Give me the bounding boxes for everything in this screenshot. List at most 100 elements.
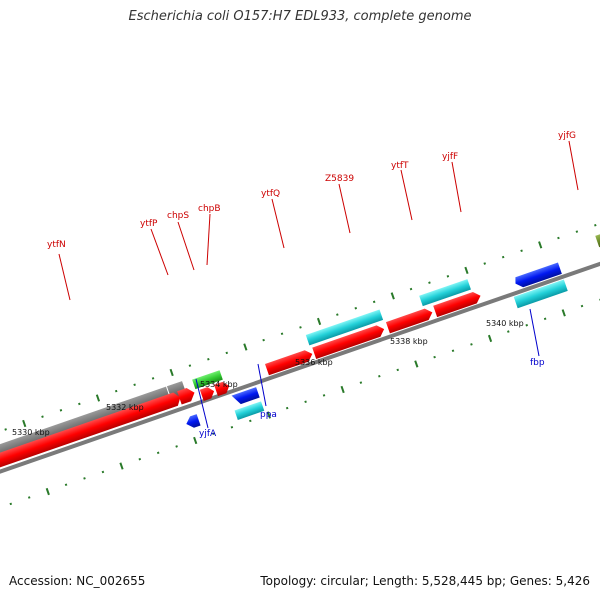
gene-chpS-green: [192, 370, 223, 390]
gene-chpB-arrow: [214, 381, 230, 397]
tick-mark: [9, 502, 13, 506]
gene-label-fbp: fbp: [530, 358, 545, 368]
leader-yjfA: [195, 378, 209, 429]
leader-chpS: [177, 221, 195, 271]
tick-mark: [557, 236, 560, 240]
tick-mark: [543, 317, 547, 321]
kbp-label-5336: 5336 kbp: [295, 358, 333, 367]
tick-mark: [188, 364, 192, 367]
gene-ytfN-arrow: [0, 392, 181, 482]
topology-text: Topology: circular; Length: 5,528,445 bp…: [260, 574, 590, 588]
tick-mark: [78, 402, 81, 406]
gene-label-Z5839: Z5839: [325, 174, 354, 184]
tick-mark: [225, 351, 229, 355]
gene-yjfF-cyan: [419, 279, 471, 307]
tick-mark: [483, 262, 487, 265]
gene-fbp-cyan: [513, 279, 568, 309]
tick-mark: [212, 432, 215, 435]
tick-mark: [580, 304, 584, 308]
gene-ppa-blue: [231, 387, 260, 405]
leader-ytfT: [400, 169, 413, 221]
leader-ytfP: [150, 228, 169, 276]
gene-label-ytfN: ytfN: [47, 240, 66, 250]
gene-label-ytfT: ytfT: [391, 161, 409, 171]
tick-mark: [230, 426, 234, 429]
tick-mark: [64, 483, 68, 486]
tick-mark: [299, 326, 302, 329]
leader-ytfN: [58, 253, 71, 301]
tick-mark: [207, 357, 210, 361]
gene-label-yjfG: yjfG: [558, 131, 576, 141]
gene-Z5839-arrow: [312, 325, 385, 359]
gene-yjfA-arrow: [186, 414, 201, 428]
gene-ppa-cyan: [234, 401, 265, 420]
gene-label-yjfF: yjfF: [442, 152, 458, 162]
tick-mark: [285, 406, 289, 410]
gene-yjfF-arrow: [433, 291, 481, 318]
tick-mark: [451, 349, 455, 352]
gene-label-ytfP: ytfP: [140, 219, 158, 229]
tick-mark: [538, 241, 543, 249]
tick-mark: [280, 332, 284, 336]
tick-mark: [428, 281, 431, 284]
kbp-label-5340: 5340 kbp: [486, 319, 524, 328]
gene-ytfQ-arrow: [265, 350, 313, 376]
leader-ytfQ: [271, 198, 285, 249]
tick-mark: [520, 249, 523, 253]
leader-Z5839: [338, 183, 351, 234]
tick-mark: [336, 313, 339, 316]
tick-mark: [119, 462, 124, 470]
gene-label-ytfQ: ytfQ: [261, 189, 280, 199]
tick-mark: [464, 266, 469, 275]
leader-chpB: [206, 213, 211, 266]
kbp-label-5338: 5338 kbp: [390, 337, 428, 346]
tick-mark: [507, 330, 510, 333]
tick-mark: [4, 428, 7, 431]
tick-mark: [316, 317, 322, 326]
tick-mark: [359, 381, 363, 384]
tick-mark: [243, 343, 248, 351]
tick-mark: [575, 230, 579, 233]
tick-mark: [22, 419, 27, 428]
tick-mark: [169, 368, 174, 377]
kbp-label-5332: 5332 kbp: [106, 403, 144, 412]
genome-backbone: [0, 227, 600, 494]
leader-ppa: [257, 363, 267, 407]
tick-mark: [372, 300, 376, 304]
tick-mark: [390, 292, 395, 300]
tick-mark: [501, 255, 505, 259]
tick-mark: [414, 360, 419, 368]
tick-mark: [175, 445, 178, 448]
tick-mark: [59, 409, 63, 412]
tick-mark: [41, 415, 44, 418]
tick-mark: [446, 275, 450, 278]
tick-mark: [266, 411, 272, 419]
tick-mark: [95, 394, 101, 402]
tick-mark: [133, 383, 136, 387]
gene-ytfT-arrow: [385, 308, 433, 334]
tick-mark: [561, 309, 566, 317]
tick-mark: [138, 457, 142, 461]
tick-mark: [525, 323, 528, 327]
tick-mark: [156, 451, 160, 455]
gene-yjfG-olive: [595, 209, 600, 248]
tick-mark: [262, 338, 265, 342]
kbp-label-5330: 5330 kbp: [12, 428, 50, 437]
tick-mark: [470, 343, 473, 346]
gene-chpS-arrow: [199, 387, 215, 402]
map-title: Escherichia coli O157:H7 EDL933, complet…: [128, 9, 472, 24]
gene-Z5839-cyan: [305, 309, 384, 346]
tick-mark: [340, 385, 345, 394]
gene-label-chpB: chpB: [198, 204, 221, 214]
tick-mark: [27, 496, 31, 499]
tick-mark: [304, 400, 307, 404]
tick-mark: [378, 374, 381, 378]
kbp-label-5334: 5334 kbp: [200, 380, 238, 389]
tick-mark: [83, 477, 86, 480]
tick-mark: [487, 334, 493, 343]
tick-mark: [101, 470, 105, 474]
reverse-tick-row: [9, 298, 600, 506]
tick-mark: [45, 487, 50, 496]
gene-label-chpS: chpS: [167, 211, 189, 221]
